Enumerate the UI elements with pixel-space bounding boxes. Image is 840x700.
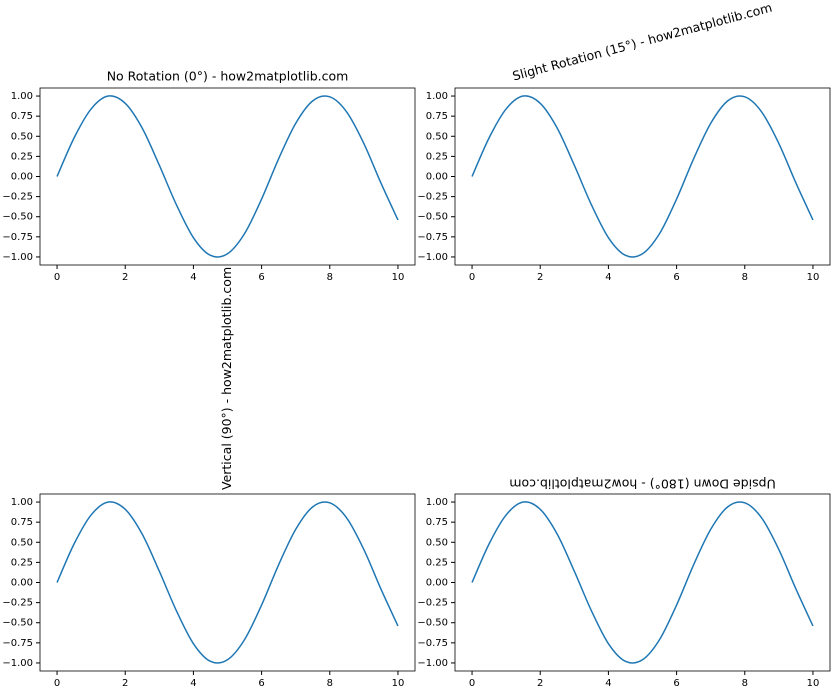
x-tick-label: 0 [54, 272, 60, 283]
y-tick-label: 0.50 [11, 131, 33, 142]
x-tick-label: 8 [742, 272, 748, 283]
y-tick-label: 0.75 [426, 517, 448, 528]
y-tick-label: 1.00 [11, 497, 33, 508]
sine-line [471, 95, 814, 258]
y-tick-label: 0.00 [426, 172, 448, 183]
sine-line [471, 501, 814, 664]
plot-area [56, 95, 399, 258]
y-tick-label: 0.75 [11, 111, 33, 122]
x-tick-label: 6 [673, 272, 679, 283]
y-tick-label: −0.50 [2, 618, 33, 629]
y-tick-label: −0.25 [2, 192, 33, 203]
y-tick-label: 0.25 [11, 151, 33, 162]
y-tick-label: 0.25 [11, 557, 33, 568]
x-tick-label: 0 [54, 678, 60, 689]
y-tick-label: 1.00 [11, 91, 33, 102]
y-tick-label: 0.00 [11, 172, 33, 183]
subplot-title: Vertical (90°) - how2matplotlib.com [219, 267, 234, 490]
subplot-title: Upside Down (180°) - how2matplotlib.com [509, 477, 775, 492]
axes-frame [454, 87, 831, 266]
y-tick-label: 0.00 [426, 578, 448, 589]
x-tick-label: 4 [605, 272, 611, 283]
x-tick-label: 2 [122, 678, 128, 689]
x-tick-label: 4 [190, 678, 196, 689]
axes-frame [39, 87, 416, 266]
plot-area [56, 501, 399, 664]
subplot-title: Slight Rotation (15°) - how2matplotlib.c… [511, 0, 774, 84]
plot-area [471, 501, 814, 664]
y-tick-label: 0.25 [426, 151, 448, 162]
axes-frame [39, 493, 416, 672]
axes-frame [454, 493, 831, 672]
y-tick-label: −1.00 [417, 252, 448, 263]
y-tick-label: −0.75 [2, 638, 33, 649]
sine-line [56, 501, 399, 664]
y-tick-label: 0.50 [426, 131, 448, 142]
y-tick-label: 1.00 [426, 91, 448, 102]
x-tick-label: 10 [807, 272, 820, 283]
x-tick-label: 8 [742, 678, 748, 689]
x-tick-label: 10 [392, 272, 405, 283]
y-tick-label: 0.75 [11, 517, 33, 528]
x-tick-label: 6 [258, 678, 264, 689]
y-tick-label: 0.00 [11, 578, 33, 589]
x-tick-label: 6 [673, 678, 679, 689]
y-tick-label: −0.25 [417, 192, 448, 203]
x-tick-label: 2 [537, 678, 543, 689]
y-tick-label: 0.50 [426, 537, 448, 548]
x-tick-label: 8 [327, 678, 333, 689]
sine-line [56, 95, 399, 258]
x-tick-label: 10 [807, 678, 820, 689]
x-tick-label: 0 [469, 678, 475, 689]
y-tick-label: −1.00 [417, 658, 448, 669]
y-tick-label: 1.00 [426, 497, 448, 508]
y-tick-label: −1.00 [2, 252, 33, 263]
subplot-title: No Rotation (0°) - how2matplotlib.com [107, 69, 349, 84]
y-tick-label: −0.75 [417, 638, 448, 649]
y-tick-label: 0.75 [426, 111, 448, 122]
x-tick-label: 4 [605, 678, 611, 689]
x-tick-label: 4 [190, 272, 196, 283]
subplot: 0 2 4 6 8 10 1.00 0.75 0.50 0.25 0.00 −0.25 −0.50 −0.… [417, 0, 831, 283]
y-tick-label: −0.75 [2, 232, 33, 243]
y-tick-label: −0.75 [417, 232, 448, 243]
x-tick-label: 10 [392, 678, 405, 689]
y-tick-label: −0.25 [2, 598, 33, 609]
y-tick-label: −0.50 [417, 618, 448, 629]
subplot: 0 2 4 6 8 10 1.00 0.75 0.50 0.25 0.00 −0.25 −0.50 −0.… [2, 69, 416, 283]
subplot: 0 2 4 6 8 10 1.00 0.75 0.50 0.25 0.00 −0.25 −0.50 −0.… [2, 267, 416, 689]
plot-area [471, 95, 814, 258]
x-tick-label: 2 [122, 272, 128, 283]
x-tick-label: 8 [327, 272, 333, 283]
y-tick-label: −0.50 [2, 212, 33, 223]
x-tick-label: 6 [258, 272, 264, 283]
y-tick-label: −0.25 [417, 598, 448, 609]
y-tick-label: 0.50 [11, 537, 33, 548]
subplot: 0 2 4 6 8 10 1.00 0.75 0.50 0.25 0.00 −0.25 −0.50 −0.… [417, 477, 831, 689]
y-tick-label: 0.25 [426, 557, 448, 568]
y-tick-label: −1.00 [2, 658, 33, 669]
y-tick-label: −0.50 [417, 212, 448, 223]
x-tick-label: 0 [469, 272, 475, 283]
x-tick-label: 2 [537, 272, 543, 283]
